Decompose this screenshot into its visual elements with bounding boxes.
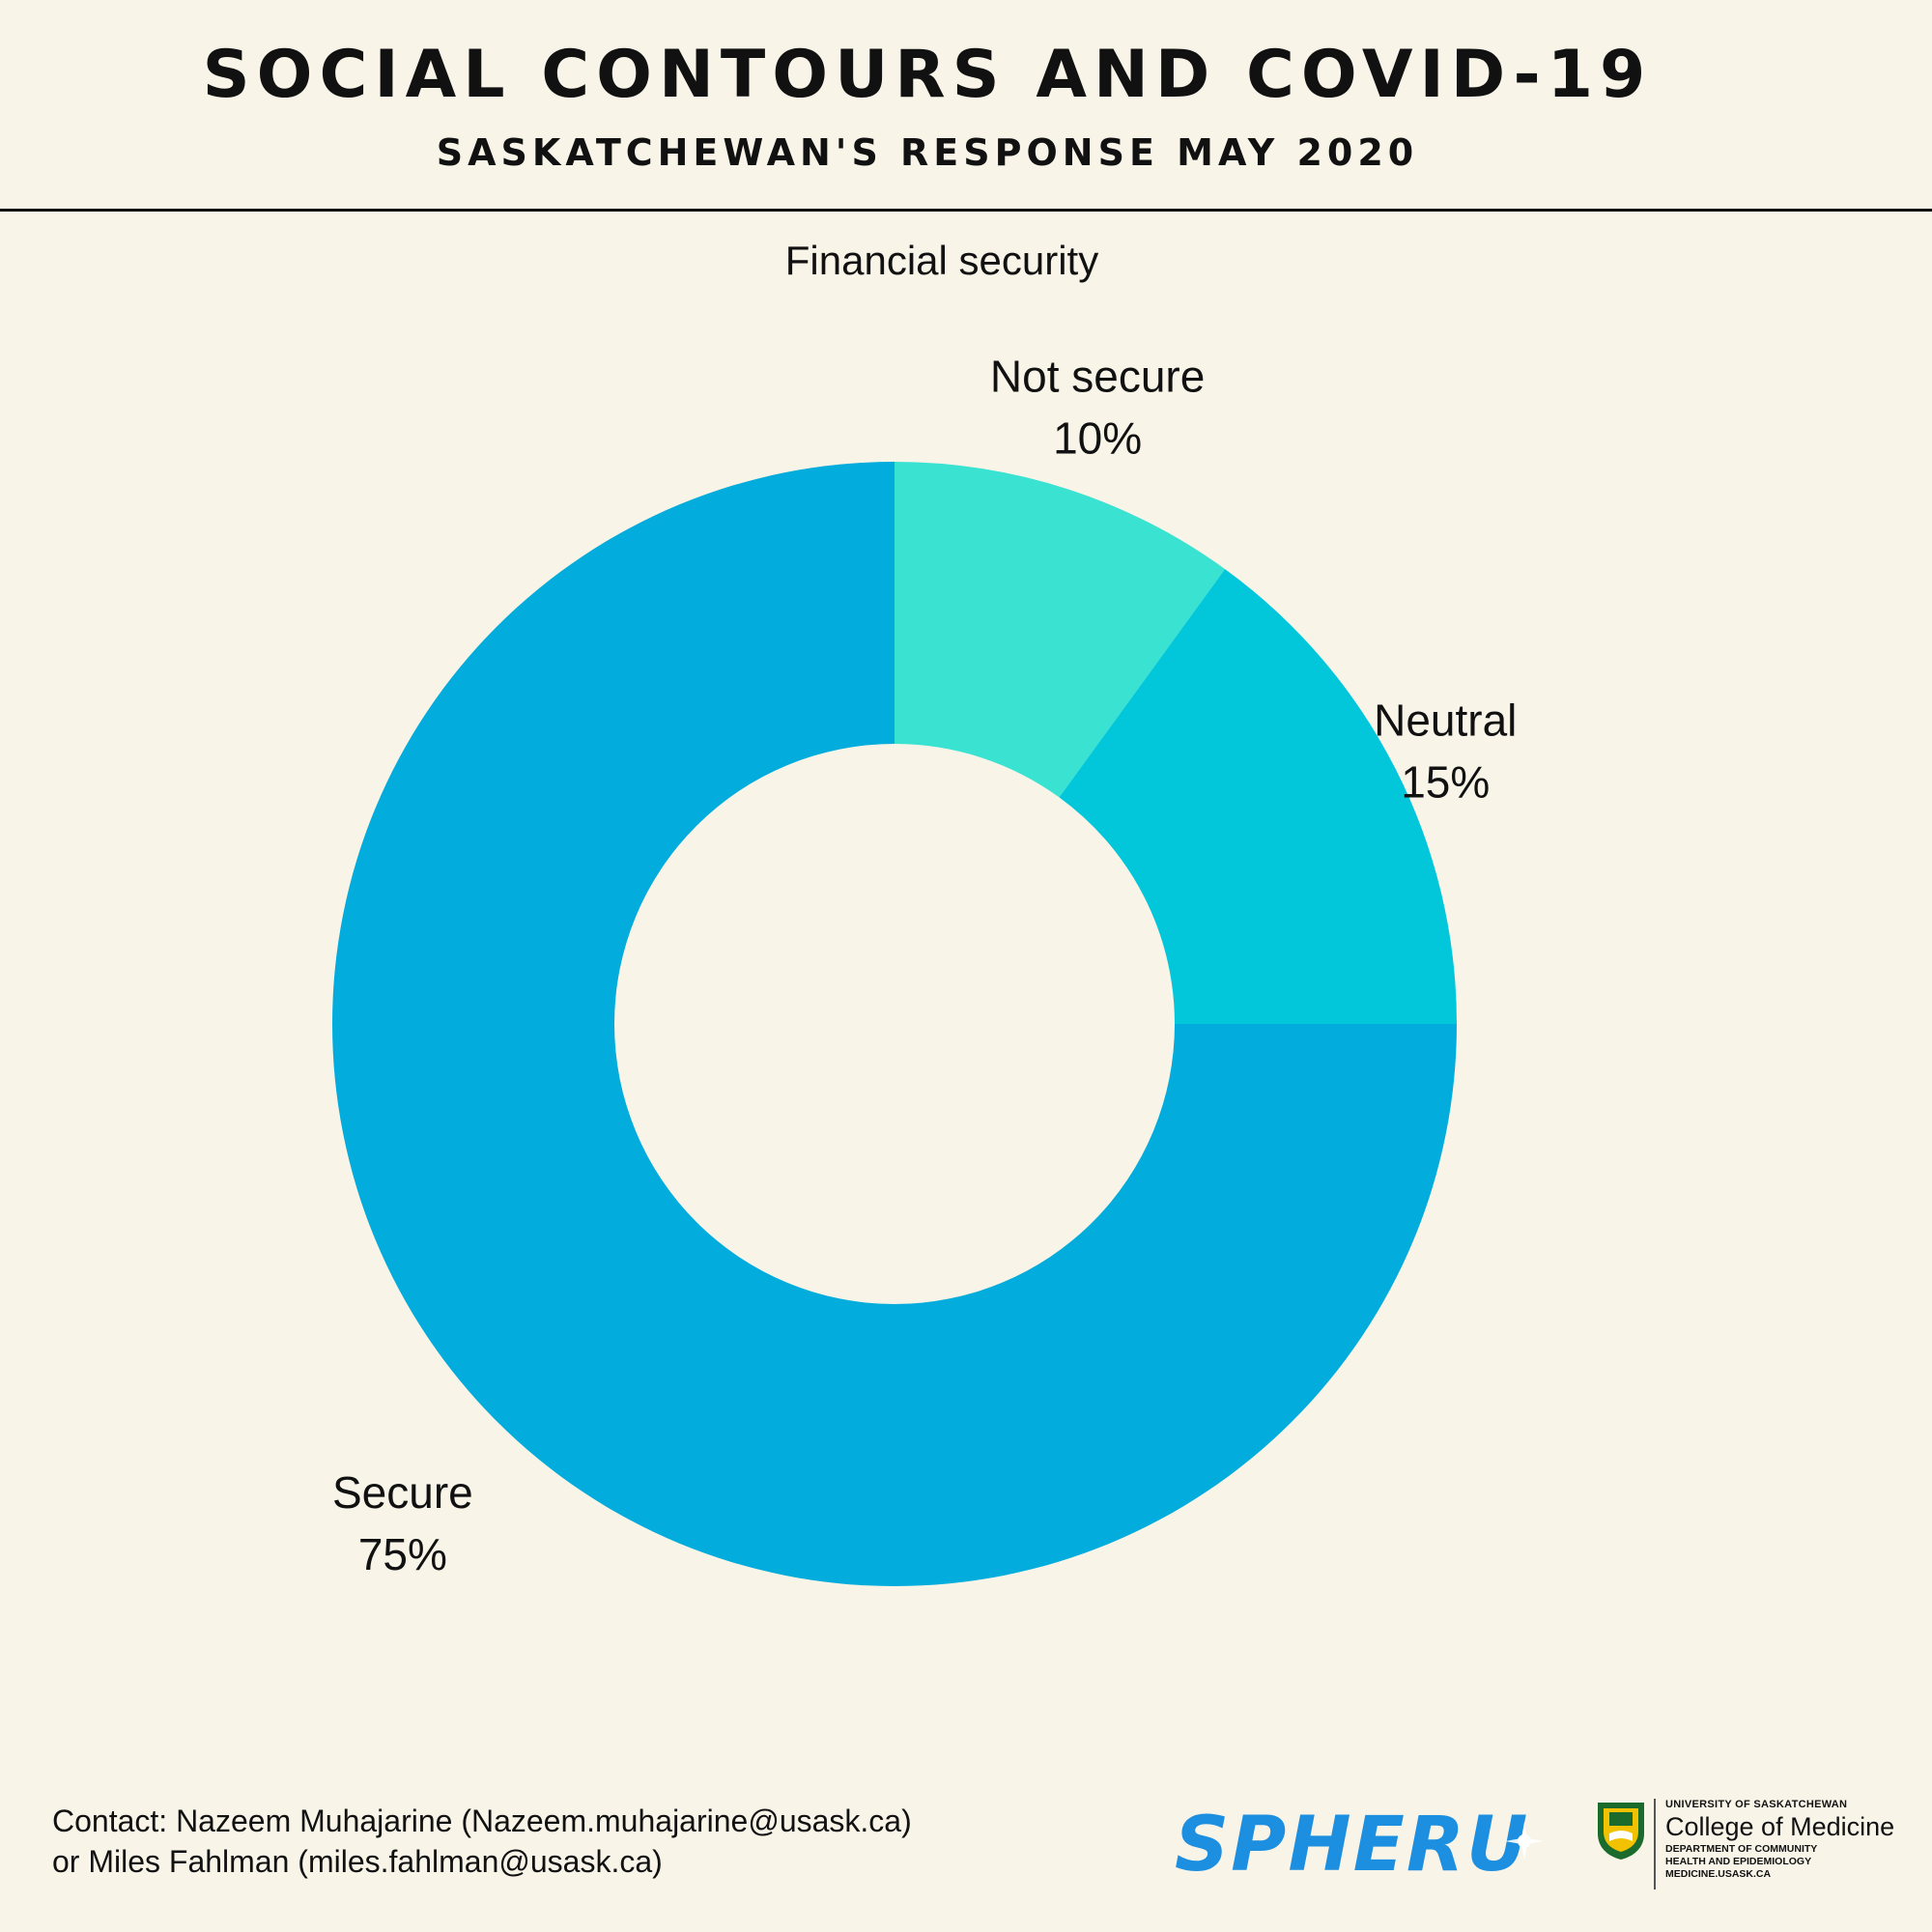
- spheru-logo: SPHERU: [1175, 1808, 1544, 1876]
- chart-title: Financial security: [784, 238, 1099, 283]
- university-name: UNIVERSITY OF SASKATCHEWAN: [1665, 1799, 1848, 1810]
- contact-info: Contact: Nazeem Muhajarine (Nazeem.muhaj…: [52, 1801, 912, 1882]
- contact-line-1: Contact: Nazeem Muhajarine (Nazeem.muhaj…: [52, 1804, 912, 1838]
- label-not-secure: Not secure: [990, 351, 1205, 401]
- slice-neutral: [1059, 569, 1457, 1024]
- value-label-secure: 75%: [358, 1529, 447, 1579]
- header-divider: [0, 209, 1932, 212]
- page-subtitle: SASKATCHEWAN'S RESPONSE MAY 2020: [436, 131, 1419, 174]
- department-line-1: DEPARTMENT OF COMMUNITY: [1665, 1843, 1818, 1855]
- contact-line-2: or Miles Fahlman (miles.fahlman@usask.ca…: [52, 1844, 663, 1879]
- college-name: College of Medicine: [1665, 1812, 1895, 1841]
- college-of-medicine-logo: UNIVERSITY OF SASKATCHEWAN College of Me…: [1665, 1799, 1894, 1881]
- star-icon: [1505, 1822, 1544, 1861]
- university-crest-icon: [1598, 1803, 1644, 1860]
- label-neutral: Neutral: [1374, 695, 1517, 745]
- label-secure: Secure: [332, 1467, 473, 1518]
- slice-not-secure: [895, 462, 1226, 798]
- slice-secure: [332, 462, 1457, 1586]
- value-label-neutral: 15%: [1401, 756, 1490, 807]
- logo-divider: [1654, 1799, 1656, 1889]
- value-label-not-secure: 10%: [1053, 412, 1142, 463]
- spheru-logo-text: SPHERU: [1175, 1808, 1529, 1876]
- department-url: MEDICINE.USASK.CA: [1665, 1868, 1772, 1880]
- page-title: SOCIAL CONTOURS AND COVID-19: [202, 37, 1653, 113]
- department-line-2: HEALTH AND EPIDEMIOLOGY: [1665, 1856, 1812, 1867]
